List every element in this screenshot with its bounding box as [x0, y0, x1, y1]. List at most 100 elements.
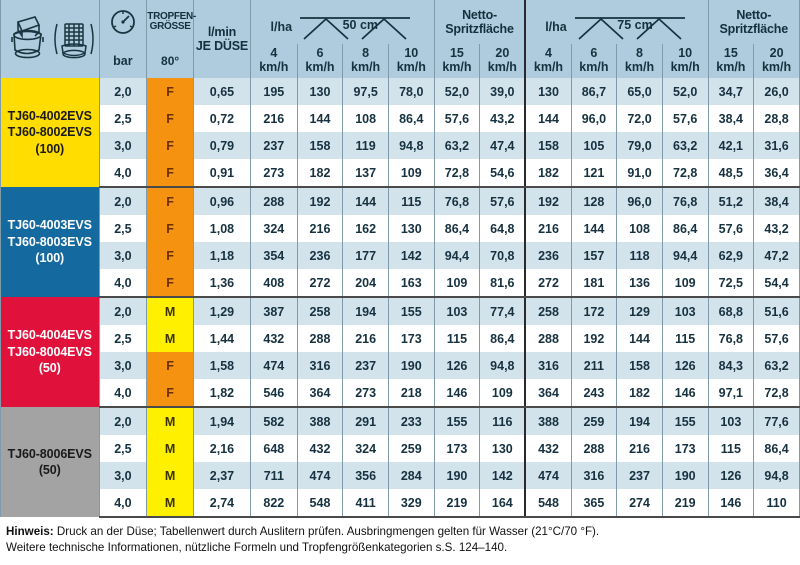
- cell-50cm-6kmh: 182: [296, 159, 344, 188]
- cell-75cm-6kmh: 96,0: [570, 105, 618, 132]
- cell-50cm-10kmh: 233: [387, 407, 435, 435]
- cell-75cm-6kmh: 316: [570, 462, 618, 489]
- cell-75cm-20kmh: 51,6: [753, 297, 800, 325]
- cell-50cm-10kmh: 78,0: [387, 78, 435, 105]
- cell-75cm-20kmh: 36,4: [753, 159, 800, 188]
- cell-75cm-20kmh: 54,4: [753, 269, 800, 298]
- cell-pressure: 2,0: [98, 187, 148, 215]
- cell-50cm-4kmh: 216: [249, 105, 298, 132]
- cell-50cm-8kmh: 144: [342, 187, 389, 215]
- cell-50cm-15kmh: 190: [433, 462, 481, 489]
- cell-50cm-15kmh: 57,6: [433, 105, 481, 132]
- cell-50cm-6kmh: 272: [296, 269, 344, 298]
- cell-75cm-6kmh: 172: [570, 297, 618, 325]
- cell-75cm-4kmh: 192: [524, 187, 572, 215]
- nozzle-name: TJ60-4004EVS: [7, 328, 92, 343]
- cell-50cm-8kmh: 119: [342, 132, 389, 159]
- cell-50cm-15kmh: 94,4: [433, 242, 481, 269]
- nozzle-name: (50): [38, 361, 61, 376]
- cell-50cm-10kmh: 86,4: [387, 105, 435, 132]
- cell-pressure: 4,0: [98, 159, 148, 188]
- cell-75cm-15kmh: 62,9: [707, 242, 755, 269]
- group-75cm-net-header: Netto- Spritzfläche: [707, 0, 800, 44]
- cell-75cm-20kmh: 57,6: [753, 325, 800, 352]
- table-row: 3,0 F 0,79 237 158 119 94,8 63,2 47,4 158 105 79,0 6…: [1, 132, 800, 159]
- speed-header-75-8: 8 km/h: [616, 44, 663, 78]
- cell-50cm-6kmh: 192: [296, 187, 344, 215]
- cell-droplet-size: F: [146, 352, 194, 379]
- cell-75cm-6kmh: 365: [570, 489, 618, 518]
- cell-50cm-15kmh: 173: [433, 435, 481, 462]
- cell-75cm-4kmh: 432: [524, 435, 572, 462]
- nozzle-strainer-icon: [54, 23, 94, 59]
- table-row: 4,0 F 1,82 546 364 273 218 146 109 364 243 182 146 97…: [1, 379, 800, 408]
- cell-pressure: 2,5: [98, 435, 148, 462]
- cell-75cm-15kmh: 84,3: [707, 352, 755, 379]
- net-area-line1-b: Netto-: [736, 8, 772, 22]
- footnote-label: Hinweis:: [6, 525, 54, 538]
- spray-fan-50-icon: [300, 17, 411, 40]
- cell-75cm-20kmh: 86,4: [753, 435, 800, 462]
- cell-50cm-8kmh: 216: [342, 325, 389, 352]
- cell-75cm-4kmh: 130: [524, 78, 572, 105]
- cell-75cm-8kmh: 182: [616, 379, 663, 408]
- cell-50cm-15kmh: 126: [433, 352, 481, 379]
- cell-droplet-size: F: [146, 105, 194, 132]
- cell-flow-lmin: 2,16: [192, 435, 251, 462]
- cell-75cm-10kmh: 115: [661, 325, 709, 352]
- cell-75cm-10kmh: 103: [661, 297, 709, 325]
- group-50cm-unit: l/ha: [270, 20, 293, 34]
- cell-pressure: 4,0: [98, 379, 148, 408]
- cell-pressure: 3,0: [98, 132, 148, 159]
- cell-droplet-size: F: [146, 242, 194, 269]
- cell-50cm-10kmh: 142: [387, 242, 435, 269]
- speed-header-50-8: 8 km/h: [342, 44, 389, 78]
- cell-75cm-20kmh: 31,6: [753, 132, 800, 159]
- pressure-unit-header: bar: [98, 44, 148, 78]
- cell-75cm-6kmh: 288: [570, 435, 618, 462]
- spray-fan-75-icon: [574, 17, 685, 40]
- cell-50cm-8kmh: 108: [342, 105, 389, 132]
- net-area-line2-a: Spritzfläche: [445, 22, 514, 36]
- cell-50cm-20kmh: 116: [479, 407, 527, 435]
- nozzle-name: TJ60-4002EVS: [7, 108, 92, 123]
- nozzle-name: TJ60-8006EVS: [7, 446, 92, 461]
- cell-75cm-15kmh: 146: [707, 489, 755, 518]
- speed-header-50-10: 10 km/h: [387, 44, 435, 78]
- cell-flow-lmin: 1,82: [192, 379, 251, 408]
- cell-droplet-size: F: [146, 159, 194, 188]
- cell-75cm-8kmh: 65,0: [616, 78, 663, 105]
- cell-75cm-8kmh: 72,0: [616, 105, 663, 132]
- cell-50cm-6kmh: 216: [296, 215, 344, 242]
- table-header: TROPFEN- GRÖSSE l/min JE DÜSE l/ha: [0, 0, 800, 78]
- cell-75cm-4kmh: 364: [524, 379, 572, 408]
- cell-50cm-15kmh: 219: [433, 489, 481, 518]
- cell-75cm-6kmh: 259: [570, 407, 618, 435]
- cell-50cm-10kmh: 155: [387, 297, 435, 325]
- speed-header-50-20: 20 km/h: [479, 44, 527, 78]
- cell-50cm-20kmh: 47,4: [479, 132, 527, 159]
- cell-50cm-15kmh: 76,8: [433, 187, 481, 215]
- cell-50cm-4kmh: 432: [249, 325, 298, 352]
- cell-50cm-15kmh: 115: [433, 325, 481, 352]
- cell-75cm-15kmh: 48,5: [707, 159, 755, 188]
- cell-50cm-8kmh: 324: [342, 435, 389, 462]
- cell-pressure: 4,0: [98, 489, 148, 518]
- cell-50cm-10kmh: 284: [387, 462, 435, 489]
- cell-75cm-15kmh: 97,1: [707, 379, 755, 408]
- nozzle-name: TJ60-4003EVS: [7, 218, 92, 233]
- cell-50cm-8kmh: 237: [342, 352, 389, 379]
- nozzle-name-cell: TJ60-4004EVS TJ60-8004EVS (50): [0, 297, 100, 407]
- cell-75cm-6kmh: 157: [570, 242, 618, 269]
- cell-75cm-15kmh: 103: [707, 407, 755, 435]
- cell-75cm-4kmh: 388: [524, 407, 572, 435]
- cell-50cm-6kmh: 288: [296, 325, 344, 352]
- cell-50cm-15kmh: 63,2: [433, 132, 481, 159]
- cell-flow-lmin: 2,37: [192, 462, 251, 489]
- cell-75cm-10kmh: 76,8: [661, 187, 709, 215]
- cell-75cm-4kmh: 272: [524, 269, 572, 298]
- pressure-gauge-header: [98, 0, 148, 44]
- cell-50cm-20kmh: 57,6: [479, 187, 527, 215]
- table-row: 2,5 M 2,16 648 432 324 259 173 130 432 288 216 173 11…: [1, 435, 800, 462]
- cell-75cm-20kmh: 47,2: [753, 242, 800, 269]
